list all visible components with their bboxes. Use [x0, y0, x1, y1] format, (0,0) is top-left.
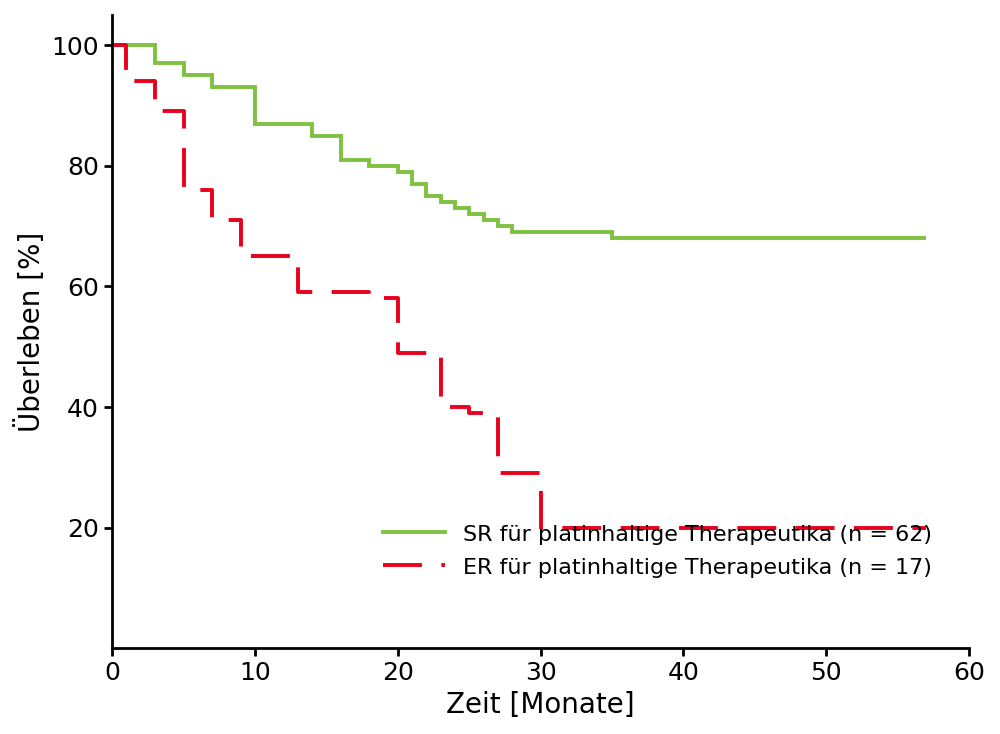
Y-axis label: Überleben [%]: Überleben [%] [15, 231, 46, 432]
Legend: SR für platinhaltige Therapeutika (n = 62), ER für platinhaltige Therapeutika (n: SR für platinhaltige Therapeutika (n = 6… [374, 515, 941, 586]
X-axis label: Zeit [Monate]: Zeit [Monate] [446, 691, 635, 719]
